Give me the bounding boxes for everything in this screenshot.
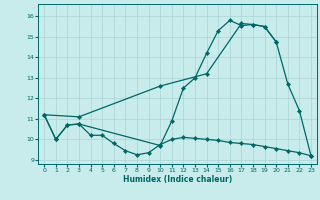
X-axis label: Humidex (Indice chaleur): Humidex (Indice chaleur) [123, 175, 232, 184]
